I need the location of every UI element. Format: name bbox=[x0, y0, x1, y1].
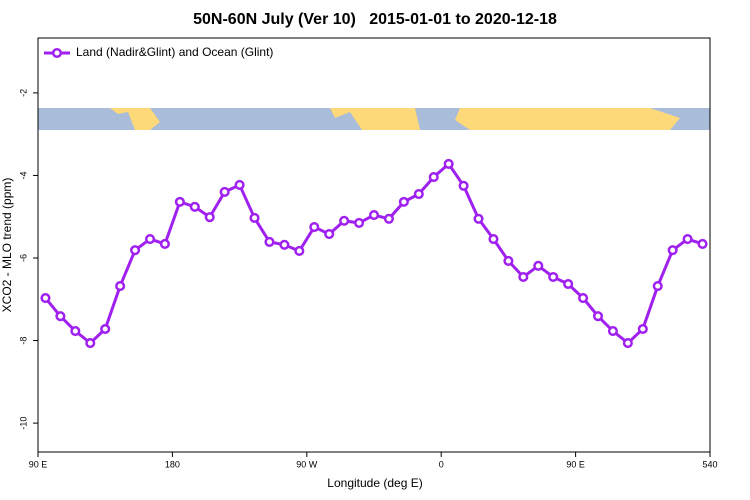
data-point bbox=[607, 326, 618, 337]
x-tick-label: 90 W bbox=[296, 459, 318, 469]
data-point bbox=[578, 292, 589, 304]
series-line bbox=[44, 161, 704, 346]
data-point bbox=[682, 233, 693, 245]
data-point bbox=[55, 311, 66, 322]
data-point bbox=[204, 212, 215, 223]
data-point bbox=[294, 245, 305, 257]
data-point bbox=[413, 188, 424, 200]
data-point bbox=[533, 260, 544, 271]
data-point bbox=[264, 236, 275, 247]
data-point bbox=[473, 213, 484, 224]
y-tick-label: -2 bbox=[18, 89, 28, 97]
data-point bbox=[503, 255, 514, 266]
data-point bbox=[85, 337, 96, 349]
x-tick-label: 540 bbox=[702, 459, 717, 469]
data-point bbox=[189, 201, 200, 212]
data-point bbox=[548, 271, 559, 283]
data-point bbox=[115, 281, 126, 292]
map-land bbox=[150, 108, 362, 130]
plot-frame bbox=[37, 37, 711, 453]
data-point bbox=[219, 186, 230, 198]
map-land bbox=[415, 108, 470, 130]
data-point bbox=[354, 217, 365, 228]
data-point bbox=[130, 245, 141, 256]
data-point bbox=[144, 233, 156, 245]
y-axis-label: XCO2 - MLO trend (ppm) bbox=[0, 178, 14, 313]
data-point bbox=[100, 323, 111, 335]
data-point bbox=[637, 323, 648, 335]
y-tick-label: -8 bbox=[18, 337, 28, 345]
data-point bbox=[249, 212, 260, 224]
data-point bbox=[40, 292, 51, 304]
data-point bbox=[622, 337, 633, 349]
data-point bbox=[159, 238, 170, 250]
data-point bbox=[518, 271, 529, 283]
map-ocean bbox=[38, 108, 710, 130]
chart-title: 50N-60N July (Ver 10) 2015-01-01 to 2020… bbox=[193, 11, 557, 28]
x-axis-label: Longitude (deg E) bbox=[327, 476, 422, 490]
x-tick-label: 90 E bbox=[566, 459, 585, 469]
y-tick-label: -6 bbox=[18, 254, 28, 262]
data-point bbox=[428, 172, 439, 183]
map-land bbox=[650, 108, 710, 130]
map-strip bbox=[38, 108, 710, 130]
x-tick-label: 0 bbox=[439, 459, 444, 469]
data-point bbox=[174, 196, 185, 207]
data-point bbox=[652, 281, 663, 292]
data-point bbox=[398, 196, 409, 207]
y-tick-label: -4 bbox=[18, 171, 28, 179]
x-tick-label: 90 E bbox=[29, 459, 48, 469]
data-point bbox=[383, 213, 394, 224]
data-point bbox=[309, 221, 320, 233]
data-point bbox=[324, 229, 335, 240]
data-point bbox=[368, 210, 380, 221]
data-point bbox=[563, 278, 574, 290]
data-point bbox=[279, 239, 290, 250]
data-point bbox=[234, 179, 245, 190]
data-point bbox=[443, 158, 454, 169]
map-land bbox=[38, 108, 135, 130]
legend-text: Land (Nadir&Glint) and Ocean (Glint) bbox=[76, 45, 273, 59]
data-point bbox=[458, 180, 469, 191]
data-point bbox=[667, 245, 678, 256]
data-point bbox=[339, 215, 350, 226]
legend-marker bbox=[51, 47, 63, 59]
data-point bbox=[592, 311, 604, 322]
y-tick-label: -10 bbox=[18, 417, 28, 430]
data-point bbox=[697, 238, 708, 250]
data-point bbox=[488, 233, 499, 245]
data-point bbox=[70, 326, 81, 337]
x-tick-label: 180 bbox=[165, 459, 180, 469]
